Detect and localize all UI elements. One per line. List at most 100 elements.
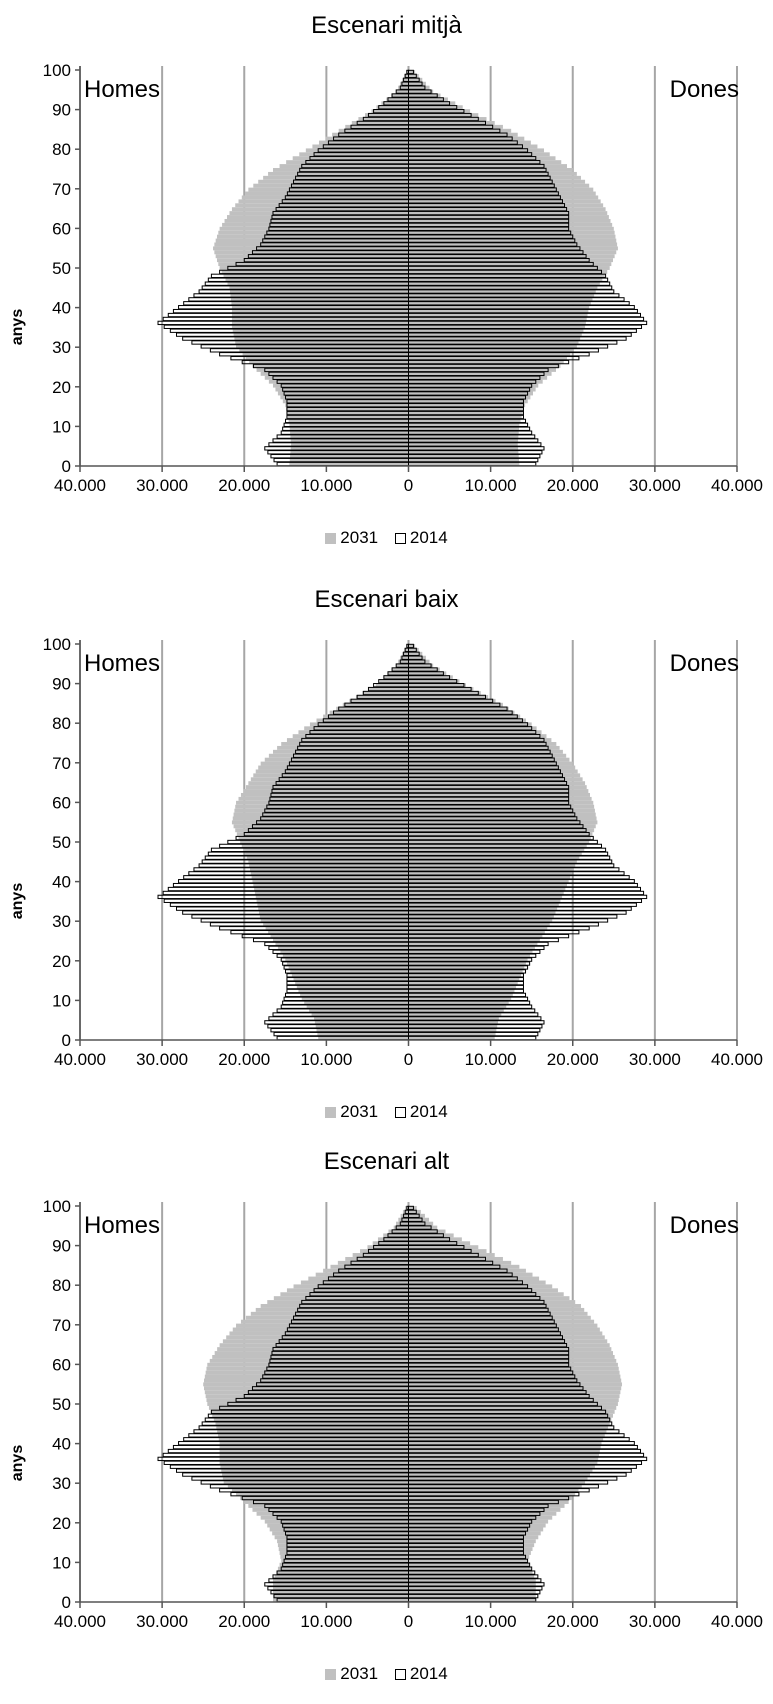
bar-2014-female	[408, 399, 524, 404]
bar-2031-male	[312, 144, 409, 149]
bar-2014-female	[408, 1582, 545, 1587]
legend-swatch-2031	[325, 1668, 337, 1680]
bar-2031-female	[408, 836, 591, 841]
x-tick-label: 10.000	[300, 1612, 352, 1631]
bar-2014-female	[408, 984, 524, 990]
bar-2031-female	[408, 262, 612, 267]
bar-2014-female	[408, 945, 545, 951]
bar-2014-female	[408, 949, 541, 954]
bar-2031-female	[408, 1217, 430, 1222]
bar-2031-male	[272, 168, 409, 172]
bar-2031-male	[225, 277, 409, 282]
legend-label-2014: 2014	[409, 1102, 448, 1121]
bar-2031-female	[408, 422, 520, 427]
bar-2031-female	[408, 281, 600, 286]
bar-2031-male	[245, 1315, 409, 1320]
series-2031	[213, 70, 618, 466]
bar-2031-male	[257, 902, 409, 907]
bar-2031-male	[286, 411, 409, 416]
bar-2031-female	[408, 734, 547, 739]
bar-2031-male	[207, 1362, 409, 1367]
bar-2014-female	[408, 324, 643, 329]
bar-2014-female	[408, 438, 539, 443]
legend-label-2014: 2014	[409, 1664, 448, 1683]
bar-2014-female	[408, 906, 632, 911]
bar-2031-male	[236, 344, 409, 349]
bar-2031-female	[408, 773, 581, 778]
bar-2014-female	[408, 285, 613, 290]
bar-2014-female	[408, 1452, 645, 1458]
bar-2014-female	[408, 1460, 643, 1465]
bar-2014-female	[408, 898, 643, 903]
bar-2031-male	[286, 738, 409, 743]
bar-2014-female	[408, 1248, 472, 1254]
bar-2014-female	[408, 340, 618, 345]
bar-2031-female	[408, 1358, 617, 1363]
bar-2031-male	[288, 965, 409, 970]
bar-2014-female	[408, 792, 570, 798]
bar-2031-male	[402, 651, 409, 656]
bar-2031-female	[408, 891, 564, 895]
bar-2031-male	[345, 1256, 409, 1261]
bar-2031-female	[408, 328, 584, 333]
bar-2014-female	[408, 1311, 551, 1316]
bar-2031-female	[408, 395, 531, 400]
bar-2014-female	[408, 726, 533, 731]
bar-2031-female	[408, 297, 593, 302]
bar-2031-male	[246, 855, 409, 860]
bar-2031-female	[408, 941, 538, 946]
bar-2014-female	[408, 406, 524, 412]
bar-2031-female	[408, 1221, 434, 1226]
bar-2014-female	[408, 859, 613, 864]
bar-2031-female	[408, 1347, 612, 1352]
bar-2031-female	[408, 989, 515, 993]
bar-2031-male	[204, 1386, 409, 1391]
y-axis-label: anys	[9, 882, 26, 920]
bar-2031-female	[408, 1276, 540, 1281]
bar-2031-male	[316, 1028, 409, 1033]
bar-2031-female	[408, 879, 569, 884]
bar-2031-female	[408, 843, 587, 848]
y-tick-label: 80	[52, 1276, 71, 1295]
bar-2031-female	[408, 348, 574, 353]
y-tick-label: 90	[52, 101, 71, 120]
bar-2031-male	[212, 1354, 409, 1359]
bar-2031-male	[233, 332, 409, 337]
bar-2031-female	[408, 1503, 565, 1508]
bar-2014-female	[408, 926, 590, 931]
bar-2031-female	[408, 383, 539, 388]
bar-2014-female	[408, 1421, 613, 1426]
bar-2031-female	[408, 250, 617, 255]
bar-2014-female	[408, 714, 518, 719]
bar-2031-male	[316, 718, 409, 723]
bar-2014-female	[408, 1012, 539, 1017]
bar-2031-female	[408, 1335, 605, 1340]
bar-2031-female	[408, 1476, 588, 1481]
bar-2031-male	[272, 1578, 409, 1583]
x-tick-label: 10.000	[300, 476, 352, 495]
bar-2031-female	[408, 285, 598, 290]
bar-2031-female	[408, 430, 519, 435]
bar-2014-female	[408, 769, 561, 774]
bar-2031-female	[408, 160, 562, 165]
bar-2031-female	[408, 1413, 613, 1418]
bar-2031-female	[408, 411, 523, 416]
bar-2031-female	[408, 1417, 612, 1422]
bar-2031-female	[408, 659, 430, 664]
bar-2031-female	[408, 992, 513, 997]
bar-2031-male	[230, 293, 409, 298]
bar-2014-female	[408, 957, 533, 962]
bar-2031-male	[259, 910, 409, 915]
chart-title: Escenari mitjà	[311, 12, 462, 39]
bar-2031-female	[408, 847, 585, 852]
bar-2031-female	[408, 1402, 618, 1406]
bar-2031-male	[243, 847, 409, 852]
bar-2031-female	[408, 785, 587, 790]
bar-2031-female	[408, 679, 460, 684]
bar-2014-female	[408, 281, 611, 286]
bar-2031-male	[286, 407, 409, 412]
bar-2014-female	[408, 941, 549, 947]
bar-2031-female	[408, 128, 512, 133]
bar-2031-female	[408, 1433, 605, 1438]
bar-2031-female	[408, 914, 554, 919]
